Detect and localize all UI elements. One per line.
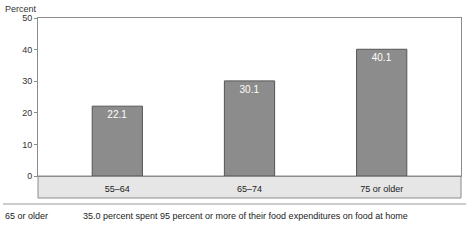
svg-text:50: 50	[22, 13, 32, 23]
svg-text:75 or older: 75 or older	[360, 184, 403, 194]
svg-text:40.1: 40.1	[372, 52, 392, 63]
svg-text:0: 0	[27, 171, 32, 181]
svg-text:30: 30	[22, 76, 32, 86]
svg-text:55–64: 55–64	[105, 184, 130, 194]
svg-text:40: 40	[22, 45, 32, 55]
svg-text:65–74: 65–74	[237, 184, 262, 194]
svg-text:10: 10	[22, 140, 32, 150]
svg-text:20: 20	[22, 108, 32, 118]
svg-text:22.1: 22.1	[107, 109, 127, 120]
svg-text:30.1: 30.1	[240, 84, 260, 95]
svg-text:65 or older: 65 or older	[5, 211, 48, 221]
svg-text:35.0 percent spent 95 percent: 35.0 percent spent 95 percent or more of…	[83, 211, 408, 221]
svg-text:Percent: Percent	[5, 4, 37, 14]
